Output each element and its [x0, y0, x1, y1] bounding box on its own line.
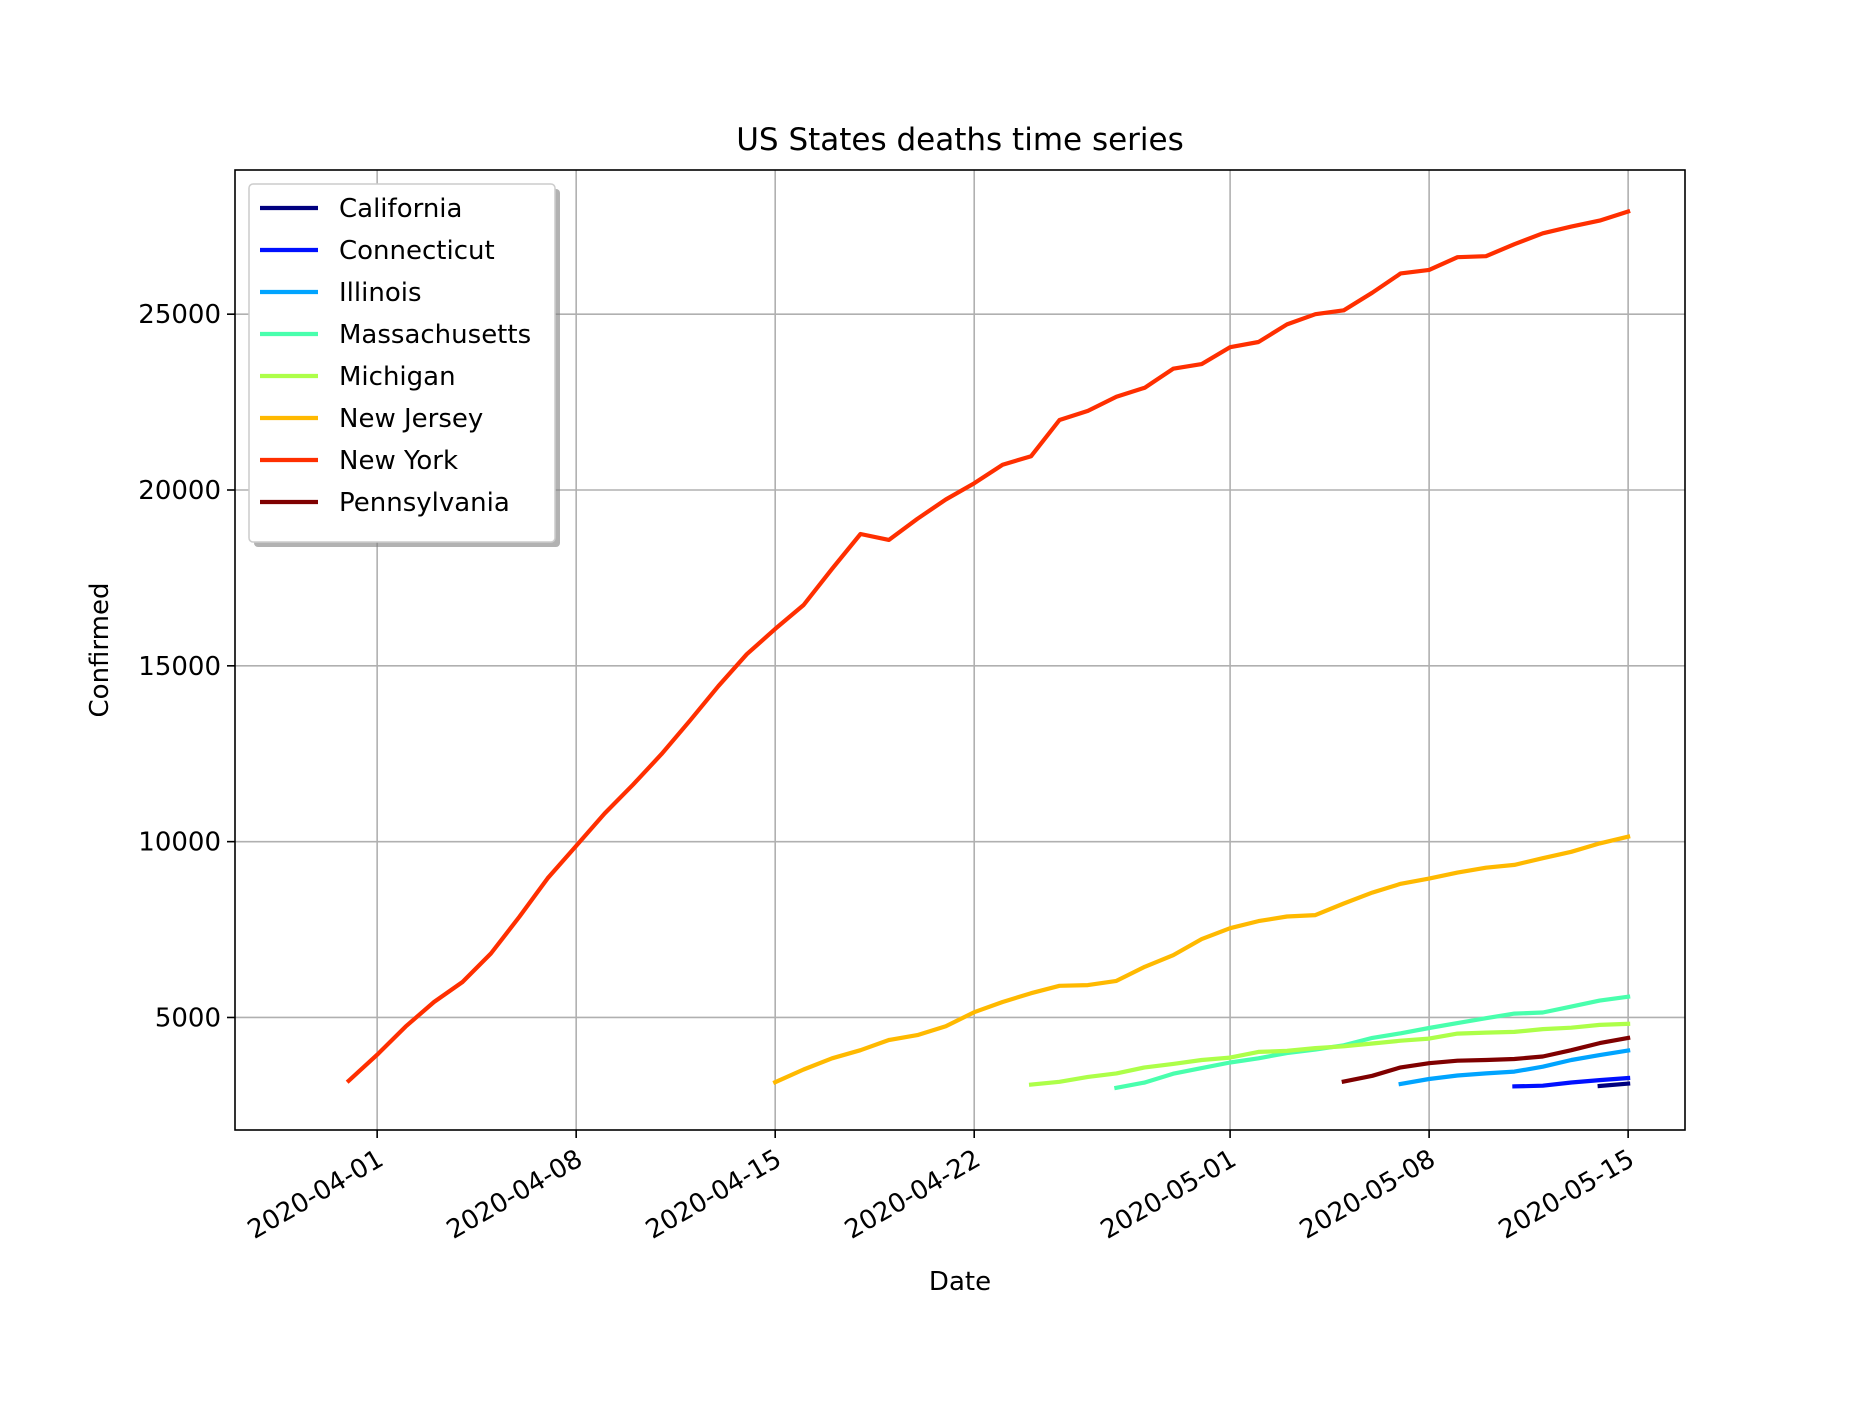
legend-label: Illinois	[339, 278, 422, 308]
y-tick-label: 5000	[155, 1003, 221, 1033]
series-line-california	[1597, 1081, 1631, 1089]
x-axis-label: Date	[929, 1267, 991, 1297]
y-tick-label: 10000	[138, 828, 221, 858]
y-axis-label: Confirmed	[85, 583, 115, 718]
y-tick-label: 20000	[138, 476, 221, 506]
plot-area-frame	[234, 169, 1686, 1131]
series-line-new-jersey	[772, 834, 1631, 1085]
series-line-michigan	[1028, 1021, 1631, 1087]
y-axis-ticks: 5000 10000 15000 20000 25000	[138, 300, 235, 1033]
y-tick-label: 25000	[138, 300, 221, 330]
series-line-new-york	[345, 208, 1631, 1084]
y-tick-label: 15000	[138, 652, 221, 682]
legend: California Connecticut Illinois Massachuset…	[248, 183, 560, 547]
legend-label: New Jersey	[339, 404, 483, 434]
legend-label: Connecticut	[339, 236, 495, 266]
legend-label: New York	[339, 446, 458, 476]
series-line-connecticut	[1512, 1075, 1631, 1089]
legend-label: Pennsylvania	[339, 488, 510, 518]
series-lines	[345, 208, 1631, 1091]
chart-title: US States deaths time series	[736, 122, 1184, 158]
series-line-pennsylvania	[1341, 1035, 1631, 1084]
legend-box	[248, 183, 556, 543]
legend-label: Massachusetts	[339, 320, 531, 350]
series-line-illinois	[1398, 1048, 1631, 1087]
legend-label: Michigan	[339, 362, 456, 392]
series-line-massachusetts	[1113, 994, 1631, 1091]
legend-label: California	[339, 194, 462, 224]
